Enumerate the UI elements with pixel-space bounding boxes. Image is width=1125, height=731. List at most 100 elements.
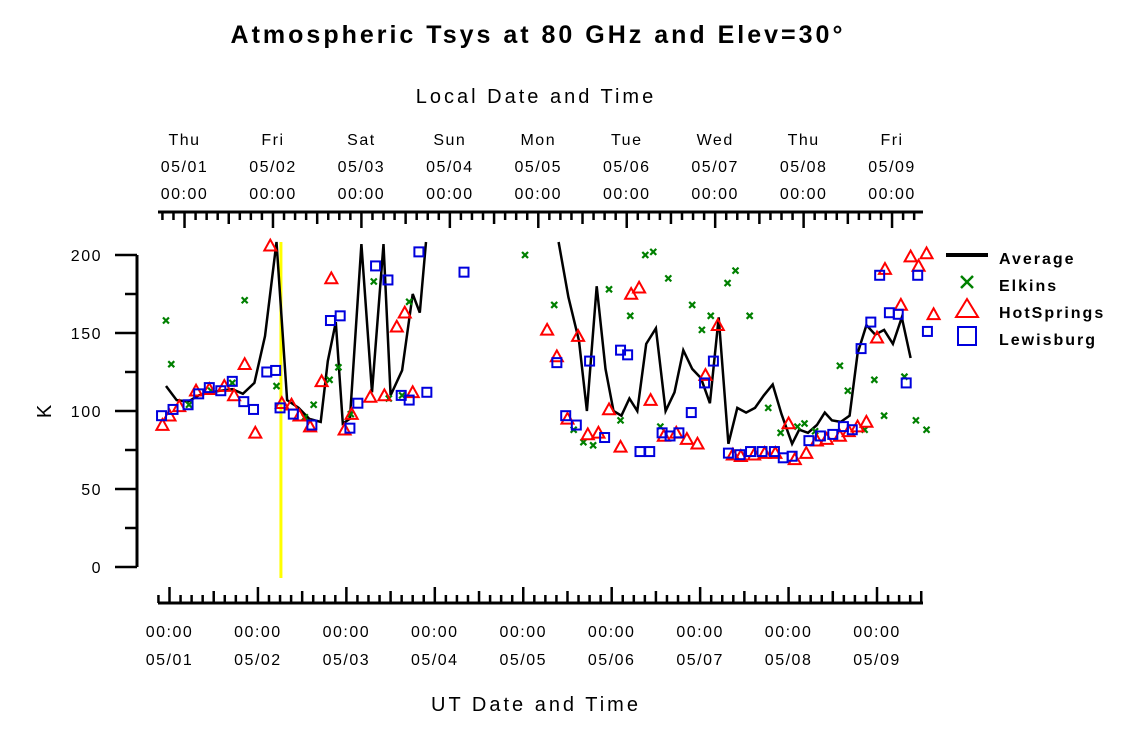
bottom-tick-time: 00:00: [588, 624, 636, 641]
bottom-tick-time: 00:00: [146, 624, 194, 641]
legend-swatch-elkins: [960, 275, 974, 289]
x-stroke-b: [405, 298, 413, 306]
y-tick-label: 100: [71, 404, 102, 421]
elkins-point: [664, 274, 673, 283]
x-stroke-b: [521, 251, 529, 259]
x-stroke-b: [309, 400, 318, 409]
lewisburg-point: [274, 402, 286, 414]
hotsprings-point: [389, 318, 405, 333]
elkins-point: [649, 248, 658, 256]
top-tick-date: 05/07: [691, 159, 739, 176]
lewisburg-point: [921, 325, 933, 337]
elkins-point: [731, 266, 740, 275]
elkins-point: [162, 316, 170, 325]
legend-label-hotsprings: HotSprings: [999, 305, 1105, 322]
bottom-tick-time: 00:00: [234, 624, 282, 641]
hotsprings-point: [697, 367, 714, 381]
lewisburg-point: [226, 375, 238, 387]
hotsprings-point: [154, 416, 171, 431]
lewisburg-point: [673, 427, 685, 439]
lewisburg-point: [156, 410, 168, 422]
top-tick-time: 00:00: [868, 186, 916, 203]
elkins-point: [776, 429, 785, 437]
x-axis-label: UT Date and Time: [431, 694, 641, 716]
top-tick-date: 05/01: [161, 159, 209, 176]
x-stroke-b: [605, 285, 613, 294]
series-lewisburg: [156, 246, 933, 464]
legend-label-lewisburg: Lewisburg: [999, 332, 1097, 349]
hotsprings-point: [247, 424, 263, 439]
x-stroke-b: [641, 251, 650, 259]
hotsprings-point: [570, 328, 586, 342]
x-stroke-b: [398, 391, 406, 400]
lewisburg-point: [827, 428, 839, 440]
hotsprings-point: [780, 415, 797, 430]
lewisburg-point: [238, 396, 250, 408]
x-stroke-b: [649, 248, 658, 256]
bottom-tick-date: 05/07: [676, 652, 724, 669]
legend-swatch-lewisburg: [957, 326, 977, 346]
bottom-tick-time: 00:00: [676, 624, 724, 641]
lewisburg-point: [722, 447, 734, 459]
lewisburg-point: [551, 357, 563, 369]
hotsprings-point: [798, 445, 814, 459]
lewisburg-point: [248, 403, 260, 415]
lewisburg-point: [912, 269, 924, 281]
elkins-point: [880, 411, 888, 420]
lewisburg-point: [892, 308, 904, 320]
lewisburg-point: [560, 410, 572, 422]
elkins-point: [626, 312, 635, 320]
lewisburg-point: [900, 377, 912, 389]
elkins-point: [605, 285, 613, 294]
elkins-point: [836, 361, 844, 370]
elkins-point: [800, 419, 809, 428]
lewisburg-point: [403, 394, 415, 406]
lewisburg-point: [855, 343, 867, 355]
hotsprings-point: [612, 438, 629, 453]
y-tick-label: 150: [71, 326, 102, 343]
hotsprings-point: [858, 413, 875, 428]
x-stroke-b: [776, 429, 785, 437]
x-stroke-b: [880, 411, 888, 420]
top-tick-time: 00:00: [161, 186, 209, 203]
y-tick-label: 50: [81, 482, 102, 499]
hotsprings-point: [580, 426, 596, 441]
x-stroke-b: [960, 275, 974, 289]
top-tick-day: Fri: [261, 132, 284, 149]
bottom-tick-time: 00:00: [853, 624, 901, 641]
hotsprings-point: [869, 329, 885, 344]
bottom-tick-time: 00:00: [499, 624, 547, 641]
lewisburg-point: [803, 435, 815, 447]
elkins-point: [641, 251, 650, 259]
hotsprings-point: [343, 406, 360, 420]
bottom-tick-date: 05/06: [588, 652, 636, 669]
elkins-point: [240, 296, 249, 305]
lewisburg-point: [261, 366, 273, 378]
x-stroke-b: [272, 382, 281, 390]
bottom-tick-time: 00:00: [411, 624, 459, 641]
elkins-point: [616, 416, 625, 425]
lewisburg-point: [874, 269, 886, 281]
x-stroke-b: [334, 363, 343, 372]
lewisburg-point: [193, 388, 205, 400]
elkins-point: [334, 363, 343, 372]
lewisburg-point: [865, 316, 877, 328]
lewisburg-point: [734, 449, 746, 461]
top-tick-day: Sat: [347, 132, 376, 149]
lewisburg-point: [786, 450, 798, 462]
bottom-tick-date: 05/03: [323, 652, 371, 669]
lewisburg-point: [634, 446, 646, 458]
bottom-tick-date: 05/02: [234, 652, 282, 669]
elkins-point: [912, 416, 920, 425]
x-stroke-b: [664, 274, 673, 283]
top-tick-date: 05/03: [338, 159, 386, 176]
hotsprings-point: [756, 445, 773, 459]
top-tick-time: 00:00: [603, 186, 651, 203]
lewisburg-point: [370, 260, 382, 272]
x-stroke-b: [589, 441, 597, 450]
x-stroke-b: [240, 296, 249, 305]
x-stroke-b: [922, 425, 931, 434]
elkins-point: [325, 376, 334, 384]
hotsprings-point: [893, 296, 909, 311]
